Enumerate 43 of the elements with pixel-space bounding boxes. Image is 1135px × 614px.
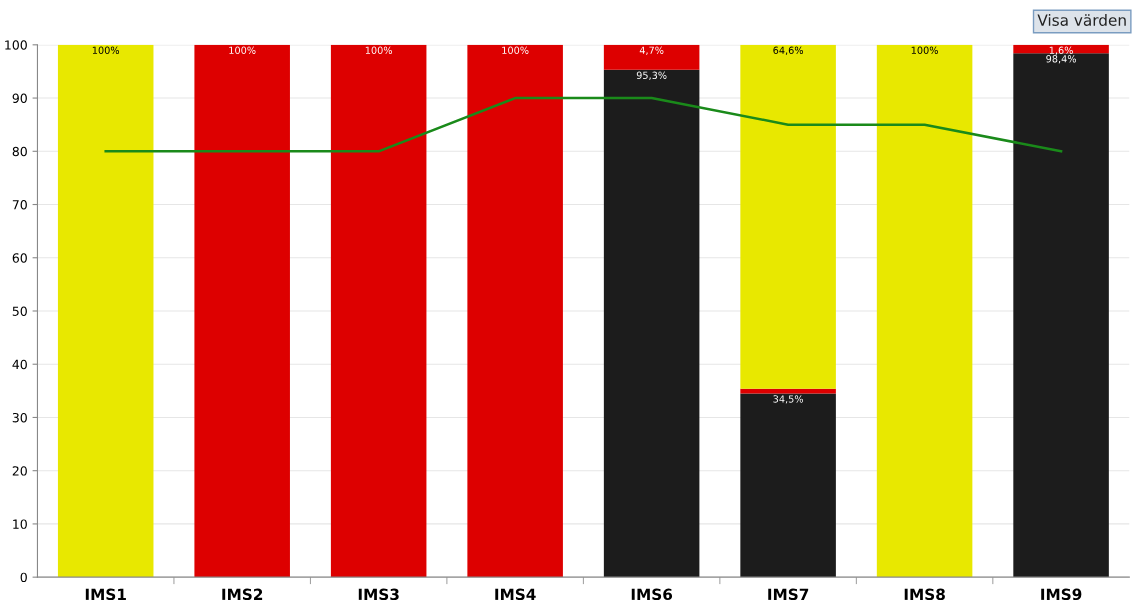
y-tick-label: 30 bbox=[12, 412, 27, 423]
y-tick-label: 10 bbox=[13, 519, 27, 529]
x-tick-label: IMS2 bbox=[222, 588, 263, 601]
bar bbox=[740, 393, 836, 578]
data-label: 100% bbox=[502, 46, 529, 54]
data-label: 100% bbox=[92, 46, 120, 54]
bar bbox=[57, 44, 154, 578]
y-tick-label: 100 bbox=[5, 40, 27, 50]
bar bbox=[194, 44, 290, 578]
x-tick-label: IMS9 bbox=[1041, 588, 1082, 601]
x-tick-label: IMS6 bbox=[631, 588, 673, 601]
y-tick-label: 90 bbox=[12, 93, 27, 103]
data-label: 100% bbox=[229, 46, 256, 54]
bar bbox=[467, 44, 563, 578]
x-tick-label: IMS8 bbox=[904, 588, 945, 601]
bar bbox=[876, 44, 973, 578]
y-tick-label: 60 bbox=[12, 253, 27, 263]
data-label: 4,7% bbox=[639, 46, 664, 55]
x-tick-label: IMS1 bbox=[85, 588, 126, 601]
y-tick-label: 0 bbox=[20, 572, 27, 583]
bar bbox=[740, 44, 836, 389]
x-tick-label: IMS4 bbox=[495, 588, 536, 601]
data-label: 64,6% bbox=[773, 46, 804, 55]
data-label: 34,5% bbox=[773, 395, 804, 404]
bar bbox=[603, 69, 700, 578]
bar bbox=[330, 44, 427, 578]
bar bbox=[603, 44, 700, 70]
data-label: 100% bbox=[911, 46, 938, 54]
text: Visa värden bbox=[1037, 14, 1126, 26]
x-tick-label: IMS7 bbox=[768, 588, 809, 601]
data-label: 100% bbox=[365, 46, 393, 54]
data-label: 95,3% bbox=[636, 71, 667, 80]
y-tick-label: 20 bbox=[12, 466, 27, 476]
x-tick-label: IMS3 bbox=[358, 588, 399, 601]
y-tick-label: 50 bbox=[12, 306, 27, 316]
y-tick-label: 40 bbox=[12, 359, 27, 370]
data-label: 1,6% bbox=[1049, 46, 1073, 55]
data-label: 98,4% bbox=[1046, 55, 1076, 64]
y-tick-label: 70 bbox=[12, 200, 27, 210]
bar bbox=[1013, 53, 1109, 578]
bar bbox=[1013, 44, 1109, 54]
y-tick-label: 80 bbox=[12, 146, 27, 157]
bar bbox=[740, 388, 836, 394]
